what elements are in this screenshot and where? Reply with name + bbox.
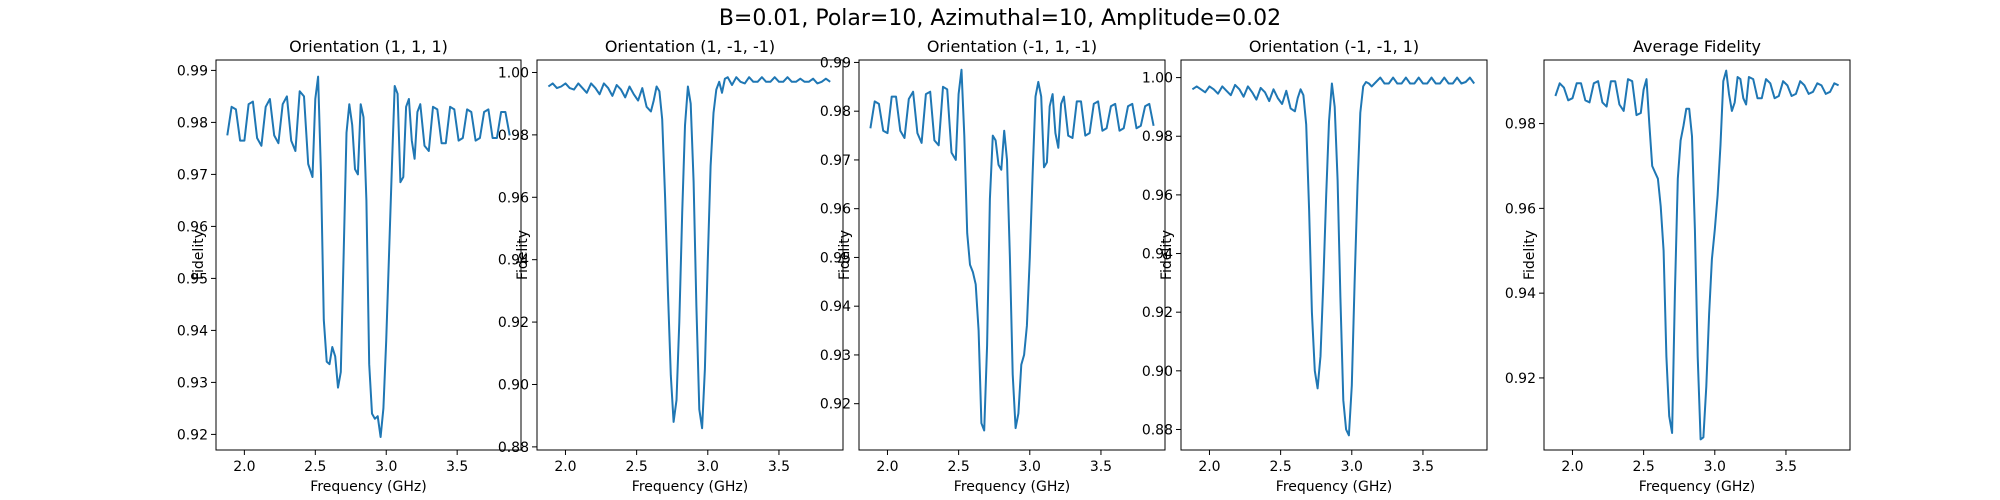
axes-frame-5 xyxy=(1543,59,1851,451)
x-tick-label-5-3: 3.0 xyxy=(1704,459,1726,475)
x-tick-label-1-1: 2.0 xyxy=(233,459,255,475)
y-tick-label-2-3: 0.92 xyxy=(498,315,529,331)
y-tick-label-2-7: 1.00 xyxy=(498,65,529,81)
y-tick-label-4-6: 0.98 xyxy=(1142,129,1173,145)
y-tick-label-3-6: 0.97 xyxy=(820,153,851,169)
y-tick-label-1-8: 0.99 xyxy=(177,63,208,79)
x-tick-label-4-1: 2.0 xyxy=(1198,459,1220,475)
y-tick-label-4-5: 0.96 xyxy=(1142,188,1173,204)
axes-frame-3 xyxy=(858,59,1166,451)
y-tick-label-4-7: 1.00 xyxy=(1142,71,1173,87)
y-tick-label-3-5: 0.96 xyxy=(820,202,851,218)
y-axis-label-2: Fidelity xyxy=(515,230,531,280)
y-tick-label-1-6: 0.97 xyxy=(177,167,208,183)
y-tick-label-2-2: 0.90 xyxy=(498,377,529,393)
y-tick-label-2-4: 0.94 xyxy=(498,253,529,269)
y-tick-label-4-2: 0.90 xyxy=(1142,364,1173,380)
panel-title-5: Average Fidelity xyxy=(1633,37,1761,56)
x-tick-label-2-2: 2.5 xyxy=(625,459,647,475)
x-tick-label-2-3: 3.0 xyxy=(697,459,719,475)
y-tick-label-5-3: 0.96 xyxy=(1505,201,1536,217)
y-tick-label-3-2: 0.93 xyxy=(820,348,851,364)
x-tick-label-1-2: 2.5 xyxy=(304,459,326,475)
x-tick-label-5-2: 2.5 xyxy=(1632,459,1654,475)
y-tick-label-1-1: 0.92 xyxy=(177,427,208,443)
y-axis-label-1: Fidelity xyxy=(191,230,207,280)
axes-frame-1 xyxy=(215,59,522,451)
x-tick-label-4-3: 3.0 xyxy=(1341,459,1363,475)
panel-title-3: Orientation (-1, 1, -1) xyxy=(927,37,1097,56)
x-axis-label-2: Frequency (GHz) xyxy=(632,479,748,495)
y-tick-label-2-5: 0.96 xyxy=(498,190,529,206)
x-tick-label-1-3: 3.0 xyxy=(375,459,397,475)
y-tick-label-3-4: 0.95 xyxy=(820,250,851,266)
x-axis-label-3: Frequency (GHz) xyxy=(954,479,1070,495)
x-tick-label-2-4: 3.5 xyxy=(768,459,790,475)
y-tick-label-1-3: 0.94 xyxy=(177,323,208,339)
axes-frame-4 xyxy=(1180,59,1488,451)
figure-title: B=0.01, Polar=10, Azimuthal=10, Amplitud… xyxy=(718,6,1282,31)
x-axis-label-4: Frequency (GHz) xyxy=(1276,479,1392,495)
series-line-4-1 xyxy=(1191,76,1476,437)
x-tick-label-2-1: 2.0 xyxy=(554,459,576,475)
y-tick-label-1-4: 0.95 xyxy=(177,271,208,287)
x-tick-label-4-2: 2.5 xyxy=(1269,459,1291,475)
axes-frame-2 xyxy=(536,59,844,451)
y-tick-label-5-1: 0.92 xyxy=(1505,371,1536,387)
y-axis-label-4: Fidelity xyxy=(1159,230,1175,280)
x-tick-label-3-3: 3.0 xyxy=(1019,459,1041,475)
y-tick-label-5-4: 0.98 xyxy=(1505,117,1536,133)
y-tick-label-4-1: 0.88 xyxy=(1142,422,1173,438)
y-tick-label-2-6: 0.98 xyxy=(498,128,529,144)
panel-title-4: Orientation (-1, -1, 1) xyxy=(1249,37,1419,56)
series-line-3-1 xyxy=(869,68,1155,432)
x-tick-label-3-4: 3.5 xyxy=(1090,459,1112,475)
y-tick-label-4-3: 0.92 xyxy=(1142,305,1173,321)
y-tick-label-3-7: 0.98 xyxy=(820,104,851,120)
series-line-1-1 xyxy=(226,75,511,438)
y-tick-label-5-2: 0.94 xyxy=(1505,286,1536,302)
y-tick-label-1-2: 0.93 xyxy=(177,375,208,391)
x-tick-label-4-4: 3.5 xyxy=(1412,459,1434,475)
y-tick-label-4-4: 0.94 xyxy=(1142,247,1173,263)
x-tick-label-5-1: 2.0 xyxy=(1561,459,1583,475)
y-axis-label-3: Fidelity xyxy=(837,230,853,280)
panel-title-2: Orientation (1, -1, -1) xyxy=(605,37,775,56)
x-axis-label-5: Frequency (GHz) xyxy=(1639,479,1755,495)
series-line-2-1 xyxy=(547,76,831,430)
y-tick-label-3-1: 0.92 xyxy=(820,397,851,413)
series-line-5-1 xyxy=(1554,69,1840,441)
y-tick-label-3-8: 0.99 xyxy=(820,55,851,71)
y-axis-label-5: Fidelity xyxy=(1522,230,1538,280)
y-tick-label-2-1: 0.88 xyxy=(498,440,529,456)
x-tick-label-5-4: 3.5 xyxy=(1775,459,1797,475)
x-tick-label-3-2: 2.5 xyxy=(947,459,969,475)
x-tick-label-3-1: 2.0 xyxy=(876,459,898,475)
y-tick-label-1-5: 0.96 xyxy=(177,219,208,235)
panel-title-1: Orientation (1, 1, 1) xyxy=(289,37,448,56)
y-tick-label-1-7: 0.98 xyxy=(177,115,208,131)
y-tick-label-3-3: 0.94 xyxy=(820,299,851,315)
x-axis-label-1: Frequency (GHz) xyxy=(310,479,426,495)
x-tick-label-1-4: 3.5 xyxy=(446,459,468,475)
